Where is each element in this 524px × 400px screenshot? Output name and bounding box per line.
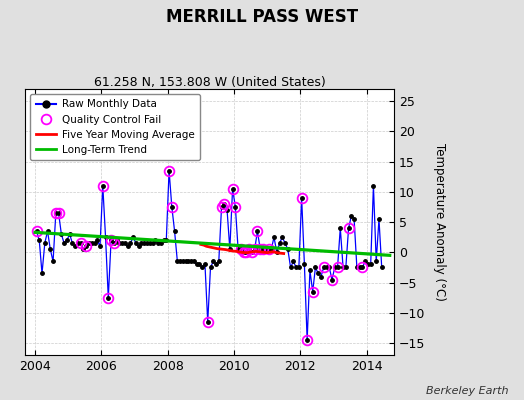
Legend: Raw Monthly Data, Quality Control Fail, Five Year Moving Average, Long-Term Tren: Raw Monthly Data, Quality Control Fail, …: [30, 94, 200, 160]
Title: 61.258 N, 153.808 W (United States): 61.258 N, 153.808 W (United States): [94, 76, 325, 89]
Text: Berkeley Earth: Berkeley Earth: [426, 386, 508, 396]
Text: MERRILL PASS WEST: MERRILL PASS WEST: [166, 8, 358, 26]
Y-axis label: Temperature Anomaly (°C): Temperature Anomaly (°C): [433, 143, 446, 301]
